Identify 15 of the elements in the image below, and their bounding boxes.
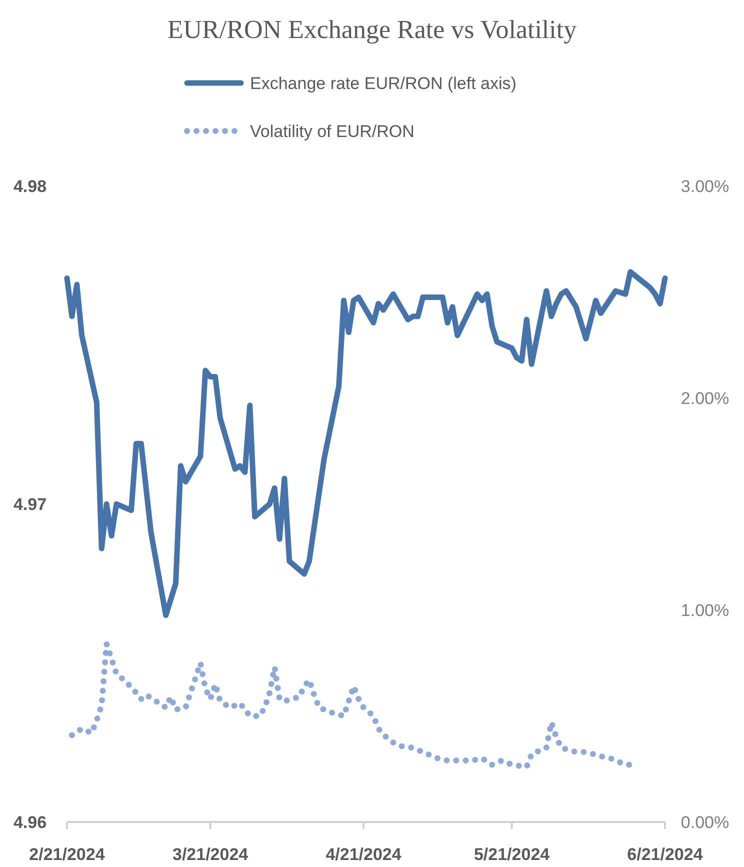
- y-tick-label: 4.98: [13, 177, 47, 196]
- y-tick-label: 4.96: [13, 813, 47, 832]
- legend-label: Exchange rate EUR/RON (left axis): [250, 74, 516, 93]
- y-tick-label: 4.97: [13, 495, 47, 514]
- y2-tick-label: 3.00%: [680, 177, 730, 196]
- y2-tick-label: 2.00%: [680, 389, 730, 408]
- x-tick-label: 2/21/2024: [29, 845, 106, 864]
- legend-label: Volatility of EUR/RON: [250, 122, 414, 141]
- y2-tick-label: 1.00%: [680, 601, 730, 620]
- x-tick-label: 6/21/2024: [627, 845, 704, 864]
- y2-tick-label: 0.00%: [680, 813, 730, 832]
- x-tick-label: 3/21/2024: [172, 845, 249, 864]
- x-tick-label: 4/21/2024: [326, 845, 402, 864]
- x-tick-label: 5/21/2024: [474, 845, 550, 864]
- chart-title: EUR/RON Exchange Rate vs Volatility: [167, 15, 577, 44]
